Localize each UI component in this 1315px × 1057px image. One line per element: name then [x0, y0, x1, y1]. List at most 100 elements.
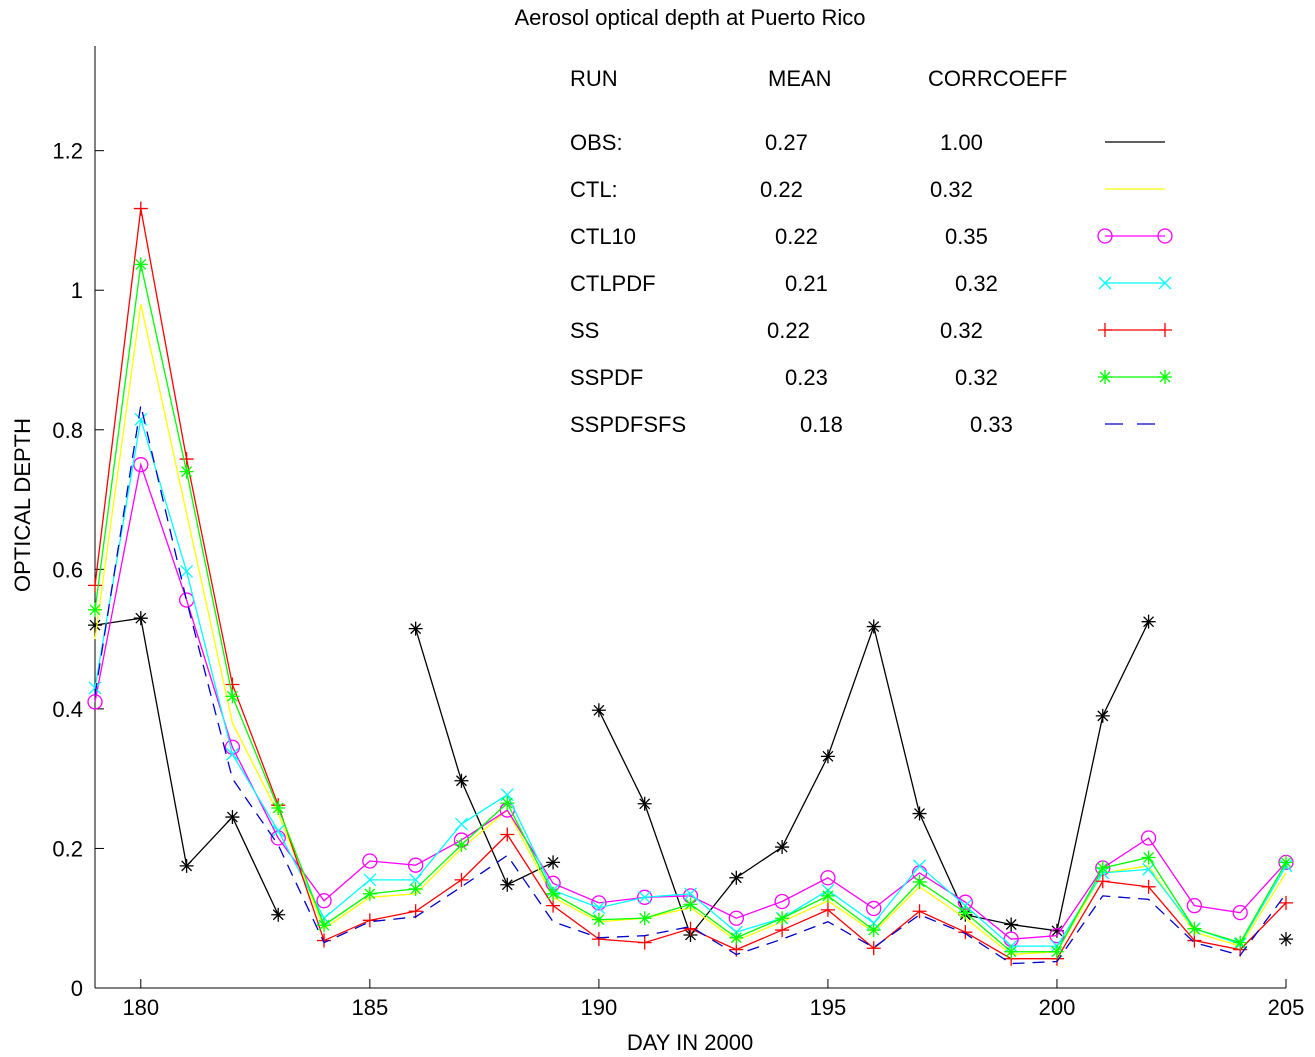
point-marker	[684, 887, 697, 901]
legend-mean-value: 0.23	[785, 365, 828, 390]
point-marker	[362, 886, 377, 901]
series-line	[94, 304, 1287, 956]
point-marker	[1095, 708, 1110, 723]
point-marker	[455, 817, 468, 831]
point-marker	[1049, 923, 1064, 938]
legend-header-corr: CORRCOEFF	[928, 66, 1067, 91]
axes: 180 185 190 195 200 205 0 0.2 0.4 0.6 0.8 1 1.2	[52, 46, 1304, 1020]
point-marker	[820, 902, 835, 917]
point-marker	[408, 904, 423, 919]
point-marker	[591, 895, 607, 911]
x-tick-label: 185	[351, 995, 388, 1020]
point-marker	[866, 900, 882, 917]
point-marker	[683, 921, 698, 936]
point-marker	[775, 911, 790, 926]
y-tick-label: 0.2	[52, 836, 83, 861]
point-marker	[591, 703, 606, 718]
legend-corr-value: 0.32	[940, 318, 983, 343]
point-marker	[912, 806, 927, 821]
legend-corr-value: 0.32	[955, 271, 998, 296]
series-line	[94, 208, 1287, 960]
point-marker	[1098, 370, 1112, 384]
point-marker	[1157, 228, 1173, 244]
point-marker	[546, 898, 561, 913]
point-marker	[683, 897, 698, 912]
point-marker	[866, 923, 881, 938]
point-marker	[1049, 944, 1064, 959]
legend-mean-value: 0.22	[760, 177, 803, 202]
point-marker	[500, 827, 515, 842]
point-marker	[637, 935, 652, 950]
point-marker	[133, 611, 148, 626]
plot-area	[87, 201, 1294, 966]
series-ctl	[94, 304, 1287, 956]
point-marker	[912, 874, 927, 889]
series-line	[415, 628, 554, 886]
series-line	[94, 264, 1287, 953]
point-marker	[637, 796, 652, 811]
legend-run-name: CTL10	[570, 224, 636, 249]
legend-mean-value: 0.21	[785, 271, 828, 296]
legend-run-name: CTLPDF	[570, 271, 656, 296]
point-marker	[225, 677, 240, 692]
point-marker	[638, 890, 652, 904]
point-marker	[1097, 228, 1113, 244]
point-marker	[1187, 933, 1202, 948]
legend-corr-value: 0.32	[930, 177, 973, 202]
point-marker	[1158, 370, 1172, 384]
x-tick-label: 190	[581, 995, 618, 1020]
point-marker	[88, 602, 102, 617]
point-marker	[1187, 921, 1202, 936]
point-marker	[133, 257, 148, 272]
y-tick-label: 0.4	[52, 697, 83, 722]
point-marker	[500, 877, 515, 892]
point-marker	[500, 796, 515, 811]
point-marker	[408, 621, 423, 636]
legend: RUN MEAN CORRCOEFF OBS: 0.27 1.00 CTL: 0.22 0.32…	[570, 66, 1173, 437]
legend-corr-value: 1.00	[940, 130, 983, 155]
legend-header-run: RUN	[570, 66, 618, 91]
series-ss	[88, 201, 1293, 966]
point-marker	[363, 873, 377, 887]
point-marker	[591, 932, 606, 947]
point-marker	[1279, 855, 1293, 870]
point-marker	[729, 870, 744, 885]
series-sspdfsfs	[94, 405, 1287, 965]
point-marker	[362, 913, 377, 928]
series-line	[94, 405, 1287, 965]
point-marker	[88, 578, 102, 593]
point-marker	[179, 464, 194, 479]
point-marker	[408, 857, 424, 873]
point-marker	[88, 618, 102, 633]
legend-run-name: SS	[570, 318, 599, 343]
point-marker	[180, 564, 194, 578]
x-axis-label: DAY IN 2000	[627, 1030, 753, 1055]
legend-corr-value: 0.32	[955, 365, 998, 390]
point-marker	[729, 930, 744, 945]
point-marker	[271, 800, 286, 815]
point-marker	[1004, 917, 1019, 932]
point-marker	[225, 689, 240, 704]
y-tick-label: 1.2	[52, 139, 83, 164]
legend-header-mean: MEAN	[768, 66, 832, 91]
point-marker	[1279, 895, 1293, 910]
point-marker	[820, 888, 835, 903]
point-marker	[1004, 944, 1019, 959]
legend-run-name: SSPDF	[570, 365, 643, 390]
legend-mean-value: 0.22	[767, 318, 810, 343]
point-marker	[866, 619, 881, 634]
y-axis-label: OPTICAL DEPTH	[10, 418, 35, 592]
x-tick-label: 200	[1039, 995, 1076, 1020]
point-marker	[775, 923, 790, 938]
y-tick-label: 0	[71, 976, 83, 1001]
point-marker	[1158, 276, 1172, 290]
point-marker	[454, 872, 469, 887]
point-marker	[775, 840, 790, 855]
point-marker	[88, 681, 102, 695]
point-marker	[820, 749, 835, 764]
legend-mean-value: 0.22	[775, 224, 818, 249]
legend-corr-value: 0.35	[945, 224, 988, 249]
point-marker	[316, 893, 332, 909]
y-tick-label: 0.8	[52, 418, 83, 443]
x-tick-label: 180	[122, 995, 159, 1020]
